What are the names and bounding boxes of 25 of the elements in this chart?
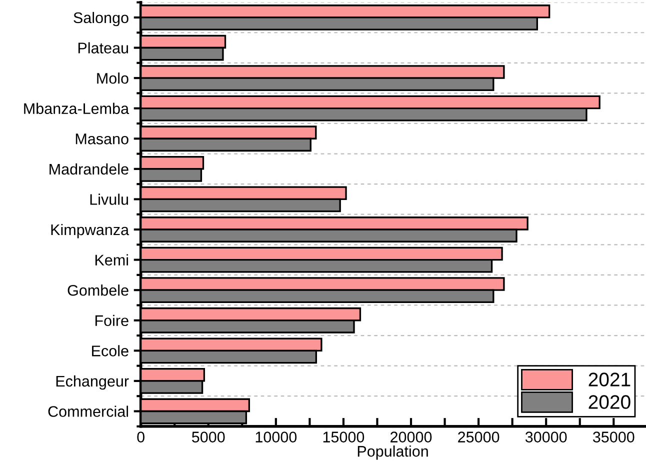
y-tick-label: Madrandele [50, 163, 128, 175]
x-tick-label: 35000 [592, 432, 634, 442]
x-tick-label: 20000 [390, 432, 432, 442]
x-tick-label: 15000 [323, 432, 364, 442]
y-tick-label: Mbanza-Lemba [24, 102, 130, 114]
y-tick-label: Echangeur [56, 375, 129, 390]
y-tick-label: Plateau [78, 42, 128, 54]
y-tick-label: Masano [76, 134, 128, 144]
y-tick-label: Molo [97, 72, 128, 84]
legend-label: 2020 [588, 395, 630, 409]
x-tick-label: 25000 [458, 432, 500, 442]
y-tick-label: Kimpwanza [51, 224, 130, 238]
x-tick-label: 5000 [192, 432, 225, 442]
y-tick-label: Gombele [68, 284, 128, 296]
x-tick-label: 0 [137, 432, 144, 442]
y-tick-label: Kemi [95, 254, 128, 266]
x-axis-title: Population [358, 445, 428, 460]
y-tick-label: Foire [95, 314, 128, 326]
x-tick-label: 10000 [256, 432, 297, 442]
y-tick-label: Ecole [92, 345, 128, 356]
y-tick-label: Commercial [48, 406, 128, 417]
y-tick-label: Salongo [74, 12, 128, 26]
y-tick-label: Livulu [90, 194, 128, 205]
legend-label: 2021 [588, 372, 630, 386]
x-tick-label: 30000 [525, 432, 567, 442]
